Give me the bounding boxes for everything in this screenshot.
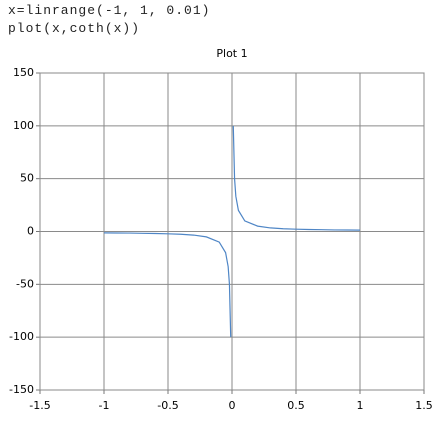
x-tick-label: -1.5: [29, 399, 50, 412]
chart-title: Plot 1: [216, 47, 247, 60]
x-tick-label: 1: [357, 399, 364, 412]
y-tick-label: 50: [20, 172, 34, 185]
x-tick-label: 0.5: [287, 399, 305, 412]
y-tick-label: 150: [13, 66, 34, 79]
y-tick-label: -50: [16, 277, 34, 290]
x-tick-label: -0.5: [157, 399, 178, 412]
code-line: x=linrange(-1, 1, 0.01): [8, 3, 211, 18]
data-line: [103, 125, 361, 338]
y-tick-label: -150: [9, 383, 34, 396]
y-tick-label: -100: [9, 330, 34, 343]
y-tick-label: 0: [27, 225, 34, 238]
y-tick-label: 100: [13, 119, 34, 132]
x-tick-label: 0: [229, 399, 236, 412]
x-tick-label: -1: [99, 399, 110, 412]
x-tick-label: 1.5: [415, 399, 433, 412]
code-line: plot(x,coth(x)): [8, 21, 141, 36]
